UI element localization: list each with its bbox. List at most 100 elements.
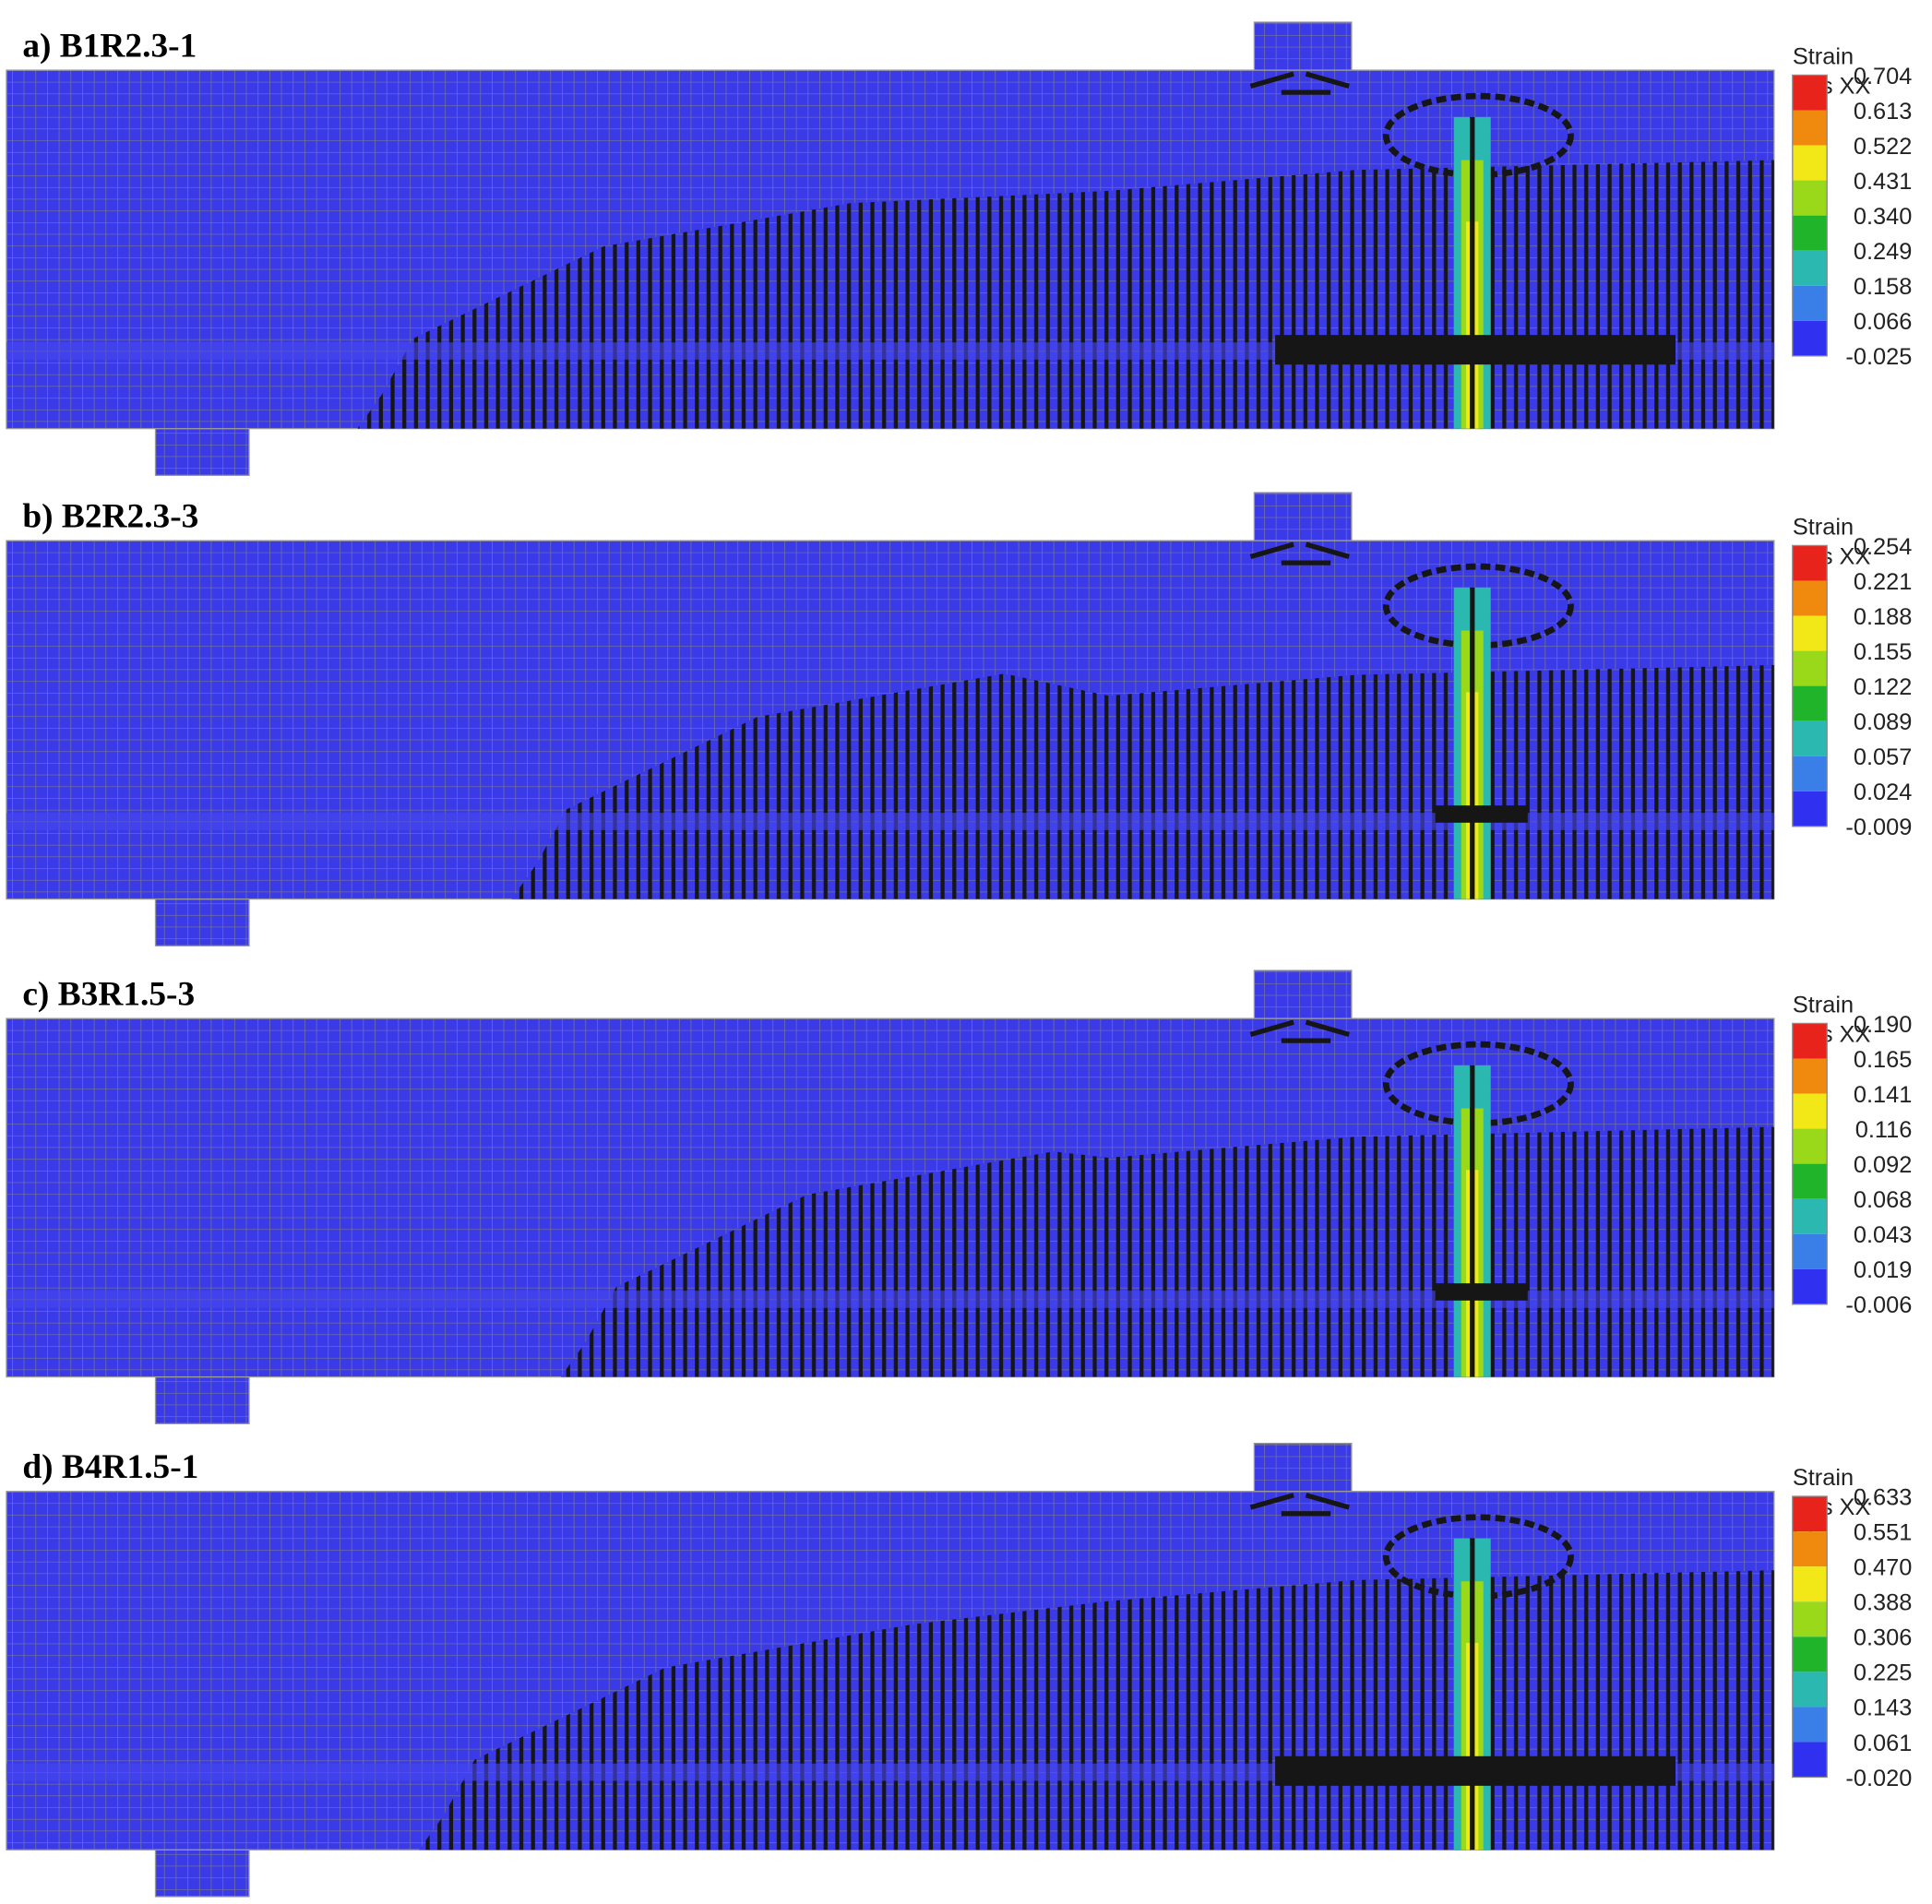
crack-band <box>1275 335 1676 365</box>
crack-band <box>1435 805 1528 823</box>
legend-title: Strain <box>1793 43 1854 69</box>
legend-value: 0.116 <box>1855 1117 1913 1143</box>
legend-value: 0.249 <box>1854 239 1912 265</box>
colorbar-segment <box>1792 791 1828 827</box>
colorbar-segment <box>1792 1163 1828 1199</box>
colorbar-segment <box>1792 215 1828 251</box>
colorbar-segment <box>1792 1058 1828 1094</box>
legend-value: 0.306 <box>1854 1625 1912 1651</box>
colorbar-segment <box>1792 545 1828 581</box>
panel-label: c) B3R1.5-3 <box>22 975 195 1013</box>
panel-label: a) B1R2.3-1 <box>22 27 197 65</box>
legend-value: 0.470 <box>1854 1555 1912 1581</box>
colorbar-segment <box>1792 1128 1828 1164</box>
legend-value: 0.057 <box>1854 744 1912 770</box>
colorbar-segment <box>1792 580 1828 616</box>
legend-value: -0.009 <box>1845 815 1912 840</box>
colorbar-segment <box>1792 1707 1828 1743</box>
legend-value: 0.141 <box>1854 1082 1912 1108</box>
legend-value: 0.061 <box>1854 1731 1912 1756</box>
colorbar-segment <box>1792 1601 1828 1637</box>
strain-crack <box>1470 116 1475 429</box>
colorbar-segment <box>1792 1742 1828 1778</box>
legend-value: 0.143 <box>1854 1696 1912 1721</box>
support-plate <box>154 1849 250 1898</box>
bearing-cracks <box>1249 71 1350 95</box>
legend-value: 0.122 <box>1854 674 1912 700</box>
colorbar-segment <box>1792 145 1828 181</box>
legend-value: 0.388 <box>1854 1590 1912 1616</box>
colorbar-segment <box>1792 1636 1828 1672</box>
panel-label: d) B4R1.5-1 <box>22 1448 198 1486</box>
crack-band <box>1275 1755 1676 1786</box>
strain-crack <box>1470 1065 1475 1377</box>
colorbar-segment <box>1792 615 1828 651</box>
colorbar-segment <box>1792 75 1828 111</box>
strain-crack <box>1470 1538 1475 1850</box>
colorbar-segment <box>1792 685 1828 721</box>
legend-value: 0.019 <box>1854 1257 1912 1283</box>
colorbar-segment <box>1792 250 1828 286</box>
panel-label: b) B2R2.3-3 <box>22 497 198 535</box>
legend-value: 0.340 <box>1854 204 1912 230</box>
legend-value: 0.254 <box>1854 534 1912 560</box>
legend-value: 0.068 <box>1854 1187 1912 1213</box>
colorbar-segment <box>1792 180 1828 216</box>
colorbar-segment <box>1792 1566 1828 1602</box>
legend-value: 0.188 <box>1854 604 1912 630</box>
legend-value: 0.155 <box>1854 639 1912 665</box>
legend-value: 0.158 <box>1854 274 1912 300</box>
colorbar-segment <box>1792 320 1828 356</box>
legend-value: 0.431 <box>1854 169 1912 195</box>
reinforcement-band <box>6 1291 1774 1308</box>
legend-value: -0.025 <box>1845 344 1912 370</box>
reinforcement-band <box>6 813 1774 830</box>
colorbar-frame <box>1792 1022 1828 1305</box>
bearing-cracks <box>1249 1493 1350 1517</box>
legend-value: 0.092 <box>1854 1152 1912 1178</box>
colorbar-segment <box>1792 650 1828 686</box>
colorbar-segment <box>1792 756 1828 791</box>
legend-value: 0.522 <box>1854 134 1912 160</box>
legend-value: 0.633 <box>1854 1484 1912 1510</box>
colorbar-segment <box>1792 1198 1828 1234</box>
colorbar-segment <box>1792 1093 1828 1129</box>
colorbar-segment <box>1792 720 1828 756</box>
legend-value: 0.165 <box>1854 1047 1912 1073</box>
bearing-cracks <box>1249 541 1350 565</box>
colorbar-segment <box>1792 1268 1828 1304</box>
crack-band <box>1435 1283 1528 1301</box>
legend-value: 0.043 <box>1854 1222 1912 1248</box>
legend-value: -0.020 <box>1845 1766 1912 1791</box>
legend-title: Strain <box>1793 992 1854 1017</box>
load-plate <box>1253 492 1353 541</box>
legend-value: 0.225 <box>1854 1660 1912 1686</box>
legend-value: 0.089 <box>1854 709 1912 735</box>
legend-value: 0.704 <box>1854 64 1912 89</box>
colorbar-segment <box>1792 1531 1828 1567</box>
colorbar-segment <box>1792 285 1828 321</box>
legend-value: 0.613 <box>1854 99 1912 125</box>
colorbar-frame <box>1792 74 1828 357</box>
bearing-cracks <box>1249 1019 1350 1043</box>
legend-value: 0.551 <box>1854 1519 1912 1545</box>
legend-title: Strain <box>1793 1465 1854 1491</box>
legend-value: 0.221 <box>1854 569 1912 595</box>
load-plate <box>1253 21 1353 71</box>
legend-value: -0.006 <box>1845 1292 1912 1318</box>
legend-value: 0.024 <box>1854 779 1912 805</box>
colorbar-segment <box>1792 1023 1828 1059</box>
strain-crack <box>1470 587 1475 899</box>
legend-value: 0.066 <box>1854 309 1912 335</box>
colorbar-frame <box>1792 1495 1828 1779</box>
support-plate <box>154 1375 250 1424</box>
support-plate <box>154 427 250 476</box>
legend-value: 0.190 <box>1854 1012 1912 1038</box>
colorbar-segment <box>1792 110 1828 146</box>
colorbar-segment <box>1792 1496 1828 1532</box>
